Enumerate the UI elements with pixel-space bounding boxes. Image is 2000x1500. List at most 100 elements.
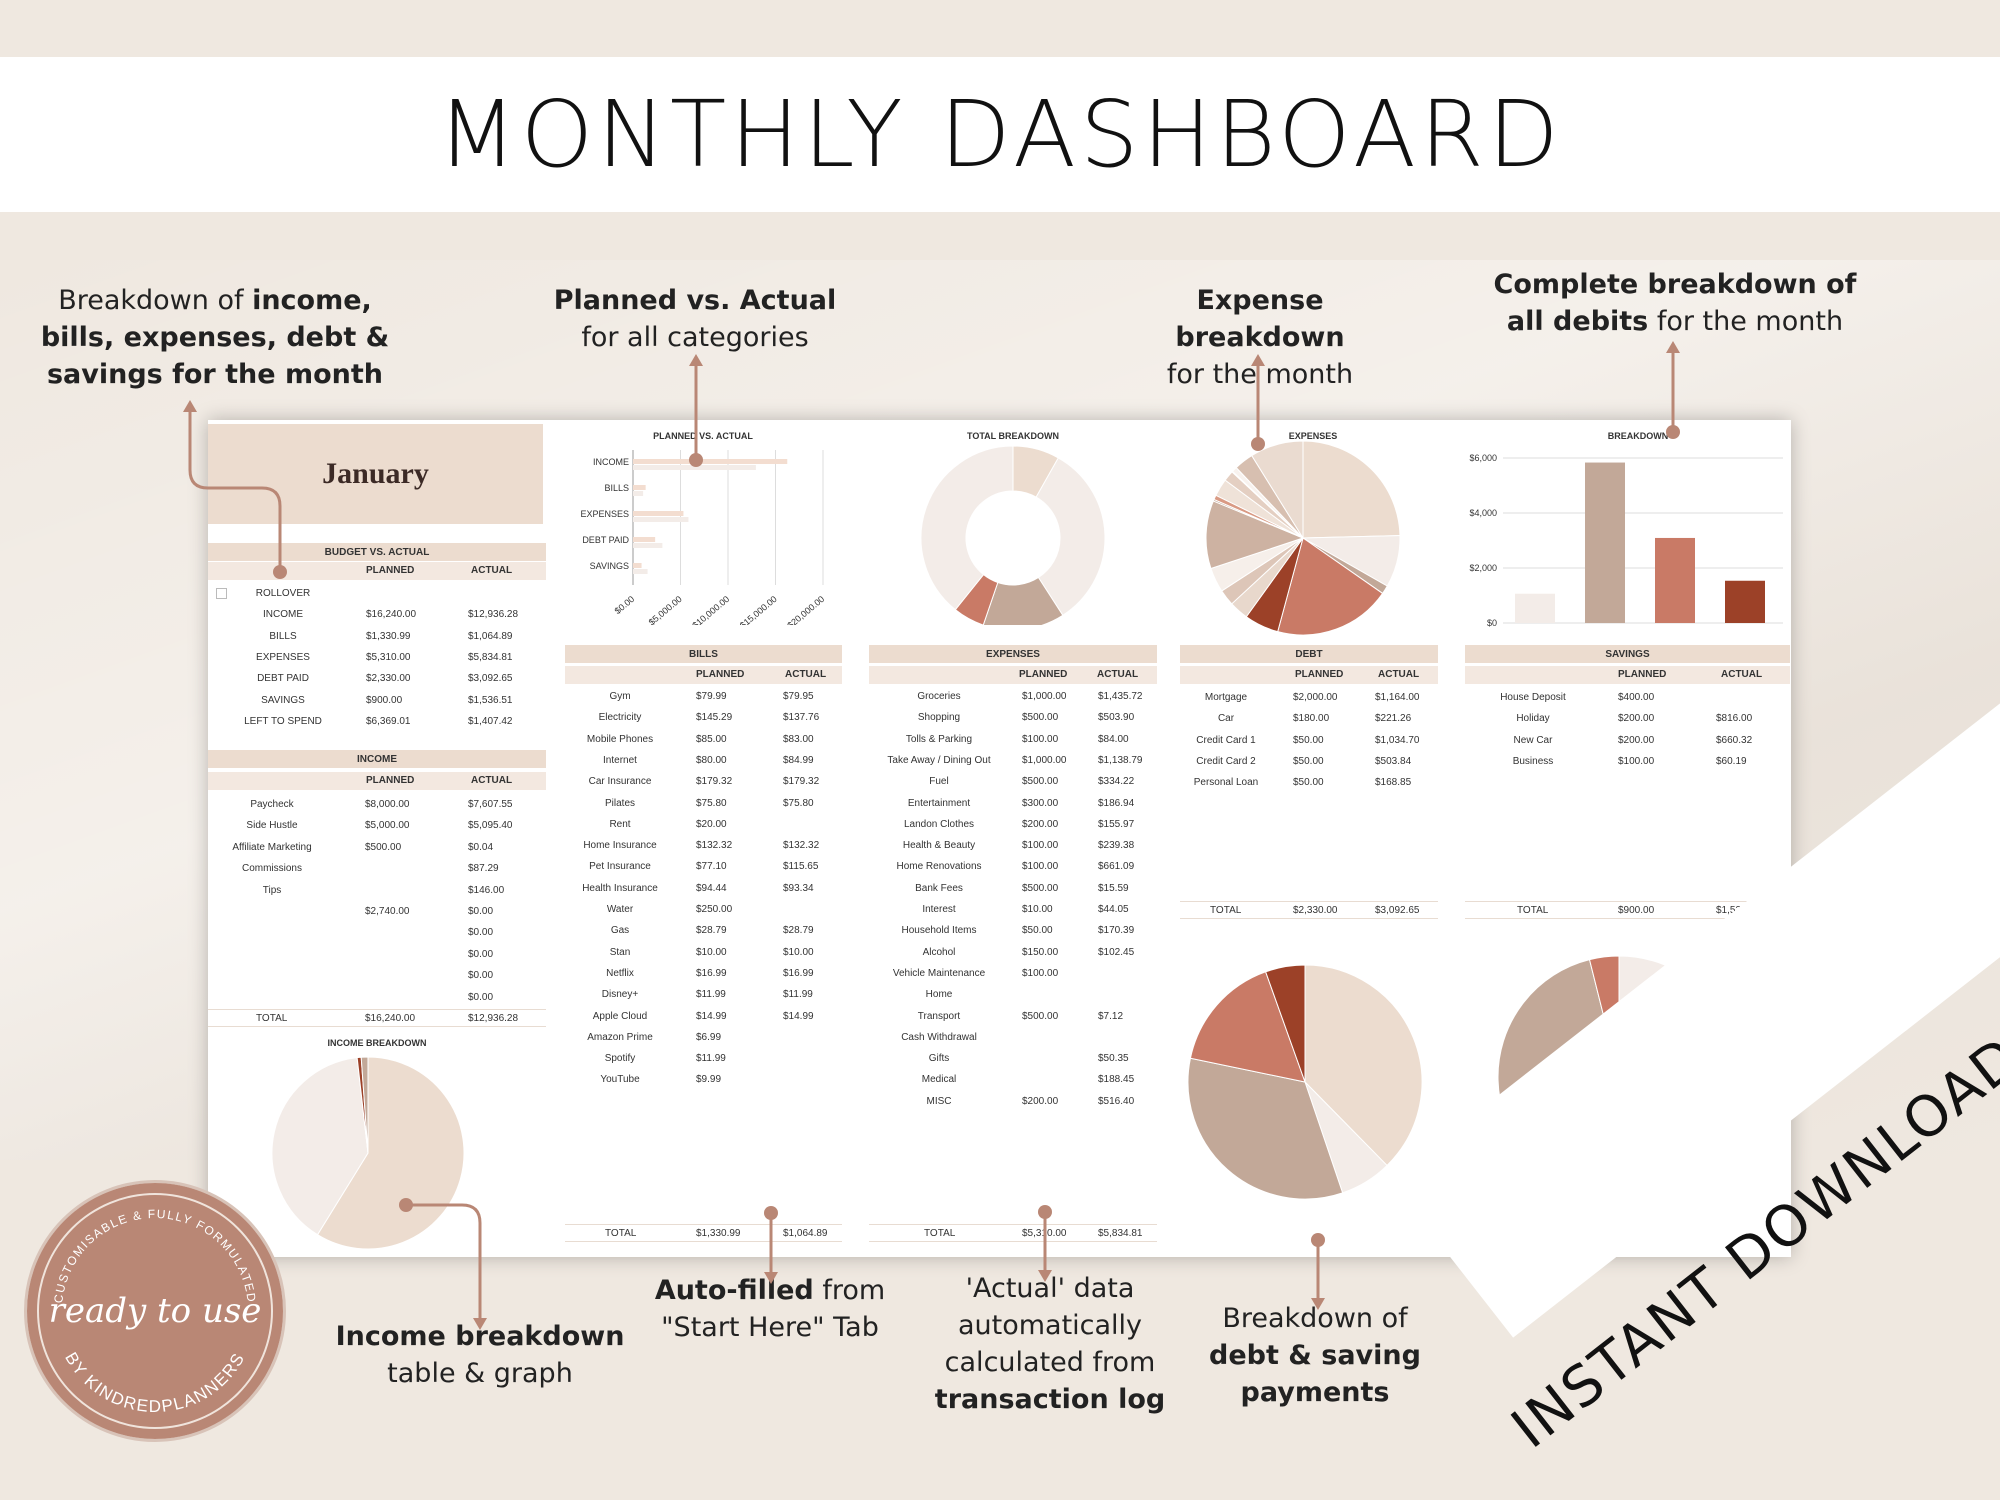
row-actual: $137.76 (783, 712, 820, 724)
row-label: Gifts (928, 1053, 950, 1065)
row-actual: $75.80 (783, 797, 814, 809)
row-label: Tips (262, 884, 282, 896)
row-actual: $93.34 (783, 882, 814, 894)
row-planned: $100.00 (1022, 840, 1059, 852)
row-label: Car Insurance (588, 776, 652, 788)
row-label: SAVINGS (261, 694, 305, 706)
total-label: TOTAL (1517, 905, 1549, 916)
table-row: Rent $20.00 (565, 815, 842, 836)
row-actual: $1,407.42 (468, 715, 513, 727)
row-actual: $0.04 (468, 841, 494, 853)
row-actual: $170.39 (1098, 925, 1135, 937)
row-label: Paycheck (250, 799, 294, 810)
col-actual: ACTUAL (785, 669, 827, 680)
table-row: Health Insurance $94.44 $93.34 (565, 879, 842, 900)
pie-slice (271, 1057, 369, 1236)
y-tick-label: $0 (1487, 618, 1497, 628)
callout-text: 'Actual' data (965, 1273, 1135, 1304)
row-actual: $0.00 (468, 970, 494, 982)
rollover-checkbox[interactable] (216, 588, 227, 599)
row-actual: $239.38 (1098, 840, 1135, 852)
row-label: Groceries (917, 691, 961, 702)
row-planned: $100.00 (1022, 967, 1059, 979)
table-row: $2,740.00 $0.00 (208, 902, 546, 923)
row-planned: $14.99 (696, 1010, 727, 1022)
table-row: New Car $200.00 $660.32 (1465, 731, 1790, 752)
total-label: TOTAL (1210, 905, 1242, 916)
x-tick-label: $15,000.00 (738, 594, 779, 625)
row-label: Mortgage (1204, 692, 1248, 703)
row-planned: $2,740.00 (365, 906, 410, 917)
row-planned: $100.00 (1618, 755, 1655, 767)
row-planned: $1,000.00 (1022, 691, 1067, 702)
table-row: Internet $80.00 $84.99 (565, 751, 842, 772)
table-row: Apple Cloud $14.99 $14.99 (565, 1007, 842, 1028)
row-label: YouTube (600, 1074, 640, 1086)
pie-slice (1188, 1057, 1344, 1200)
debt-column-headers: PLANNED ACTUAL (1180, 666, 1438, 684)
row-label: Electricity (598, 712, 642, 724)
table-row: Gym $79.99 $79.95 (565, 687, 842, 708)
pie-slice (360, 1056, 369, 1154)
row-label: Amazon Prime (587, 1031, 653, 1043)
row-planned: $16,240.00 (366, 609, 417, 621)
row-planned: $100.00 (1022, 733, 1059, 745)
row-planned: $6.99 (696, 1031, 722, 1043)
table-row: ROLLOVER (208, 584, 546, 605)
callout-text-bold: income, (252, 285, 372, 316)
bar (1585, 462, 1625, 623)
row-label: Household Items (901, 925, 977, 937)
x-tick-label: $10,000.00 (690, 594, 731, 625)
row-actual: $1,536.51 (468, 694, 513, 706)
row-planned: $75.80 (696, 797, 727, 809)
row-actual: $186.94 (1098, 797, 1135, 809)
savings-column-headers: PLANNED ACTUAL (1465, 666, 1790, 684)
row-actual: $132.32 (783, 840, 820, 852)
total-actual: $12,936.28 (468, 1013, 519, 1024)
bar (633, 459, 788, 464)
row-actual: $115.65 (783, 861, 819, 873)
row-actual: $1,064.89 (468, 630, 513, 642)
row-label: Cash Withdrawal (901, 1031, 977, 1043)
table-row: Cash Withdrawal (869, 1028, 1157, 1049)
table-row: DEBT PAID $2,330.00 $3,092.65 (208, 669, 546, 690)
row-planned: $500.00 (365, 841, 402, 853)
row-actual: $102.45 (1098, 946, 1135, 958)
row-actual: $1,138.79 (1098, 754, 1143, 766)
expenses-pie-chart: EXPENSES (1205, 431, 1401, 636)
table-row: Mortgage $2,000.00 $1,164.00 (1180, 688, 1438, 709)
row-label: LEFT TO SPEND (244, 715, 322, 727)
row-actual: $146.00 (468, 884, 505, 896)
row-actual: $83.00 (783, 733, 814, 745)
row-label: Health Insurance (582, 882, 658, 894)
row-actual: $334.22 (1098, 776, 1135, 788)
row-planned: $50.00 (1022, 925, 1053, 937)
expenses-total-row: TOTAL $5,310.00 $5,834.81 (869, 1224, 1157, 1242)
x-tick-label: $0.00 (613, 594, 637, 616)
row-planned: $250.00 (696, 904, 733, 915)
row-planned: $80.00 (696, 754, 727, 766)
x-tick-label: $5,000.00 (647, 594, 684, 625)
row-actual: $188.45 (1098, 1074, 1135, 1086)
total-planned: $900.00 (1618, 905, 1655, 916)
row-planned: $500.00 (1022, 882, 1059, 894)
row-label: Home (925, 989, 953, 1001)
planned-vs-actual-chart: PLANNED VS. ACTUAL $0.00 $5,000.00 $10,000.… (580, 431, 826, 625)
table-row: Gifts $50.35 (869, 1049, 1157, 1070)
callout-debits: Complete breakdown of all debits for the… (1490, 266, 1860, 340)
row-actual: $5,095.40 (468, 820, 513, 832)
row-planned: $79.99 (696, 691, 727, 702)
row-label: Take Away / Dining Out (887, 754, 991, 766)
bar (1725, 580, 1765, 623)
callout-text-bold: Expense breakdown (1175, 285, 1345, 353)
row-planned: $10.00 (1022, 904, 1053, 915)
col-planned: PLANNED (1618, 669, 1667, 680)
badge-top-text: CUSTOMISABLE & FULLY FORMULATED (51, 1207, 258, 1304)
row-planned: $200.00 (1022, 818, 1059, 830)
total-actual: $5,834.81 (1098, 1228, 1143, 1239)
pie-slice (316, 1056, 465, 1250)
table-row: Shopping $500.00 $503.90 (869, 708, 1157, 729)
total-label: TOTAL (605, 1228, 637, 1239)
income-total-row: TOTAL $16,240.00 $12,936.28 (208, 1009, 546, 1027)
row-actual: $0.00 (468, 927, 494, 939)
